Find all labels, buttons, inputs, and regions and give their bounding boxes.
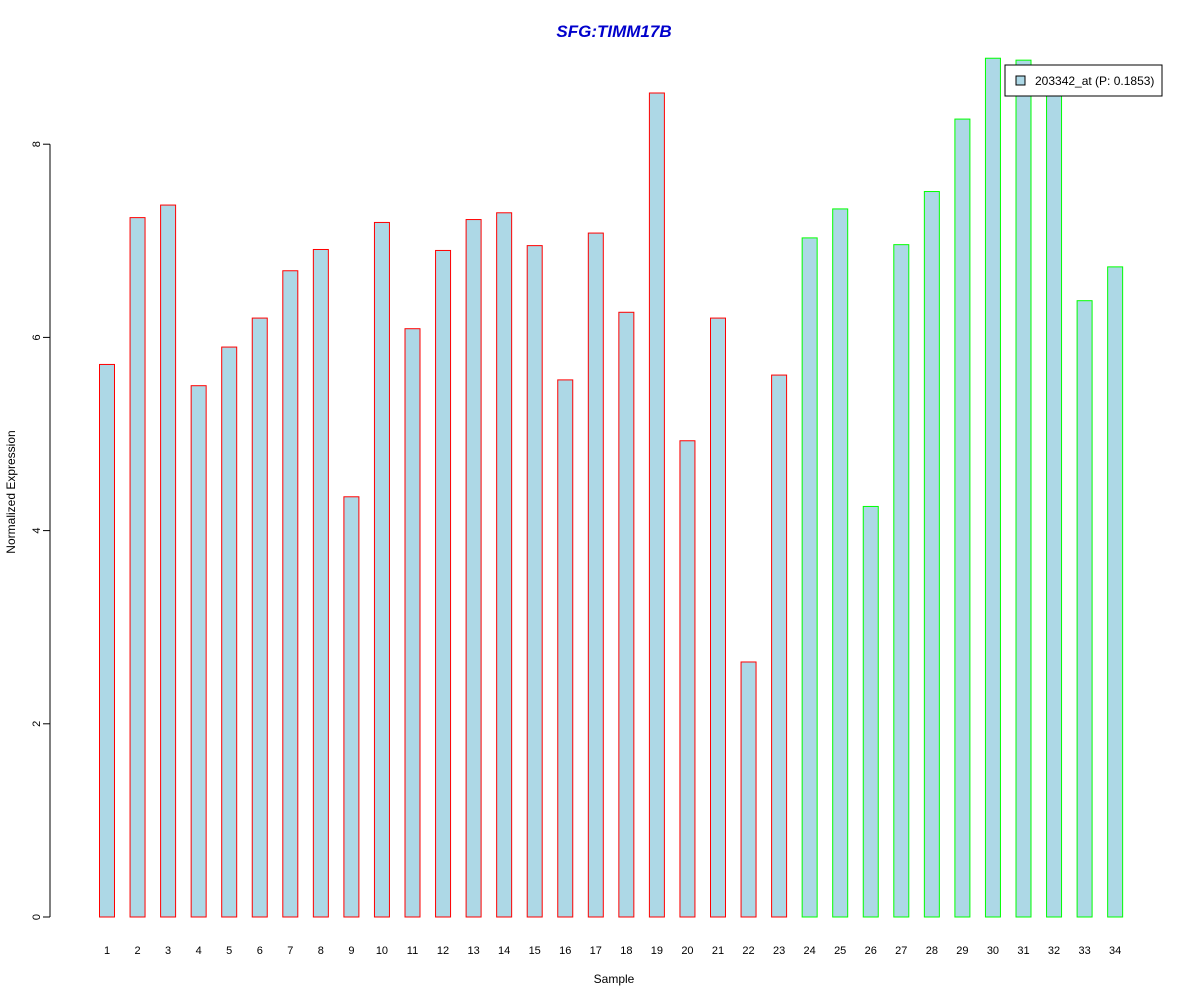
- bar-sample-3: [160, 204, 177, 918]
- x-tick-label: 26: [865, 945, 877, 957]
- bar-sample-22: [740, 661, 757, 918]
- bar-sample-30: [984, 57, 1001, 918]
- y-axis-label: Normalized Expression: [4, 430, 18, 553]
- x-tick-label: 28: [926, 945, 938, 957]
- bar-sample-15: [526, 245, 543, 918]
- x-tick-label: 2: [134, 945, 140, 957]
- bars: [99, 57, 1124, 918]
- bar-sample-19: [648, 92, 665, 918]
- y-tick-label: 6: [31, 334, 43, 340]
- y-tick-label: 2: [31, 721, 43, 727]
- bar-sample-27: [893, 244, 910, 918]
- x-axis-label: Sample: [594, 972, 635, 986]
- bar-sample-26: [862, 505, 879, 918]
- x-tick-labels: 1 2 3 4 5 6 7 8 9 10 11 12 13 14 15 16 17 18 19 20 21 22 23 24 2…: [104, 945, 1121, 957]
- y-axis: 0 2 4 6 8: [31, 141, 51, 920]
- x-tick-label: 33: [1078, 945, 1090, 957]
- bar-sample-25: [832, 208, 849, 918]
- bar-sample-4: [190, 385, 207, 918]
- bar-sample-23: [771, 374, 788, 918]
- bar-sample-18: [618, 311, 635, 918]
- x-tick-label: 13: [467, 945, 479, 957]
- x-tick-label: 6: [257, 945, 263, 957]
- x-tick-label: 21: [712, 945, 724, 957]
- x-tick-label: 5: [226, 945, 232, 957]
- x-tick-label: 1: [104, 945, 110, 957]
- x-tick-label: 7: [287, 945, 293, 957]
- x-tick-label: 18: [620, 945, 632, 957]
- legend-box: [1004, 64, 1163, 97]
- x-tick-label: 22: [742, 945, 754, 957]
- x-tick-label: 25: [834, 945, 846, 957]
- bar-sample-1: [99, 363, 115, 918]
- legend: 203342_at (P: 0.1853): [1004, 64, 1163, 97]
- x-tick-label: 19: [651, 945, 663, 957]
- x-tick-label: 16: [559, 945, 571, 957]
- bar-sample-34: [1107, 266, 1124, 918]
- bar-sample-2: [129, 217, 146, 918]
- bar-sample-24: [801, 237, 818, 918]
- x-tick-label: 8: [318, 945, 324, 957]
- x-tick-label: 31: [1017, 945, 1029, 957]
- bar-sample-14: [496, 212, 513, 918]
- bar-sample-5: [221, 346, 238, 918]
- y-tick-label: 4: [31, 528, 43, 534]
- bar-sample-29: [954, 118, 971, 918]
- x-tick-label: 4: [196, 945, 202, 957]
- chart-title: SFG:TIMM17B: [556, 22, 671, 41]
- legend-series-name: 203342_at (P: 0.1853): [1035, 74, 1154, 88]
- x-tick-label: 17: [590, 945, 602, 957]
- x-tick-label: 30: [987, 945, 999, 957]
- bar-sample-6: [251, 317, 268, 918]
- bar-sample-17: [587, 232, 604, 918]
- x-tick-label: 3: [165, 945, 171, 957]
- bar-sample-8: [312, 248, 329, 918]
- x-tick-label: 24: [804, 945, 816, 957]
- bar-sample-21: [710, 317, 726, 918]
- x-tick-label: 10: [376, 945, 388, 957]
- bar-sample-31: [1015, 59, 1032, 918]
- x-tick-label: 20: [681, 945, 693, 957]
- bar-sample-32: [1046, 85, 1063, 918]
- x-tick-label: 29: [956, 945, 968, 957]
- bar-sample-7: [282, 270, 299, 918]
- y-tick-label: 8: [31, 141, 43, 147]
- x-tick-label: 15: [529, 945, 541, 957]
- x-tick-label: 34: [1109, 945, 1121, 957]
- bar-sample-16: [557, 379, 574, 918]
- bar-sample-33: [1076, 300, 1093, 918]
- y-tick-label: 0: [31, 914, 43, 920]
- legend-swatch: [1015, 75, 1026, 86]
- x-tick-label: 11: [407, 945, 418, 957]
- x-tick-label: 32: [1048, 945, 1060, 957]
- x-tick-label: 27: [895, 945, 907, 957]
- bar-sample-9: [343, 496, 360, 918]
- bar-sample-20: [679, 440, 696, 918]
- bar-sample-12: [435, 249, 452, 918]
- x-tick-label: 23: [773, 945, 785, 957]
- x-tick-label: 12: [437, 945, 449, 957]
- bar-sample-11: [404, 328, 421, 918]
- bar-sample-13: [465, 219, 482, 918]
- x-tick-label: 9: [348, 945, 354, 957]
- bar-sample-10: [373, 221, 390, 918]
- x-tick-label: 14: [498, 945, 510, 957]
- bar-sample-28: [923, 191, 940, 918]
